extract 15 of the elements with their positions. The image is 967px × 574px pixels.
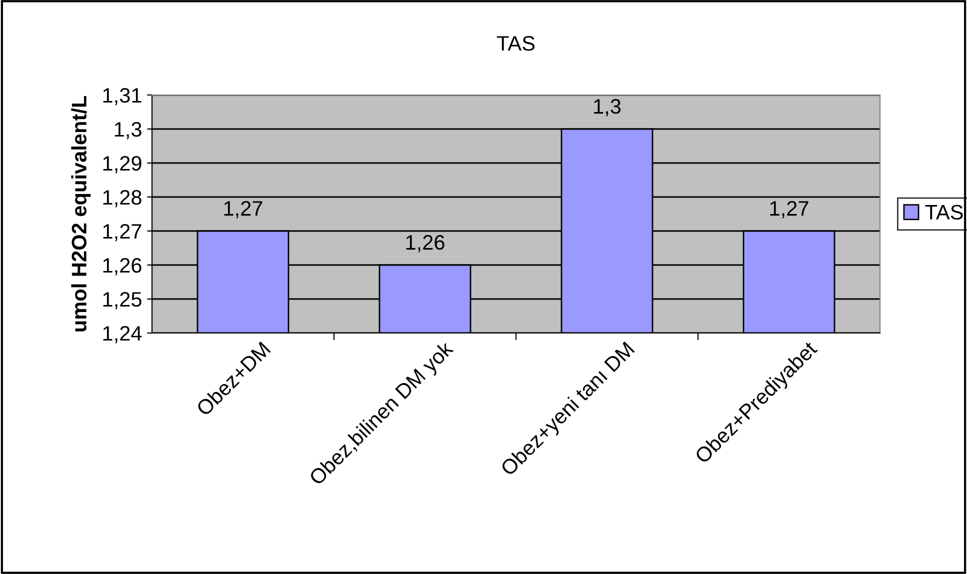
- y-tick-label: 1,27: [103, 224, 142, 242]
- data-label: 1,27: [224, 201, 262, 218]
- chart-title: TAS: [496, 36, 535, 51]
- y-tick-label: 1,29: [103, 156, 142, 174]
- data-label: 1,26: [406, 235, 444, 252]
- legend-label: TAS: [925, 204, 963, 220]
- y-tick-label: 1,25: [103, 292, 142, 310]
- y-tick-label: 1,31: [103, 88, 142, 106]
- y-axis-title: umol H2O2 equivalent/L: [71, 96, 91, 332]
- y-tick-label: 1,24: [103, 326, 142, 344]
- y-tick-label: 1,28: [103, 190, 142, 208]
- y-tick-label: 1,26: [103, 258, 142, 276]
- data-label: 1,3: [594, 99, 621, 116]
- data-label: 1,27: [770, 201, 808, 218]
- y-tick-label: 1,3: [114, 122, 142, 140]
